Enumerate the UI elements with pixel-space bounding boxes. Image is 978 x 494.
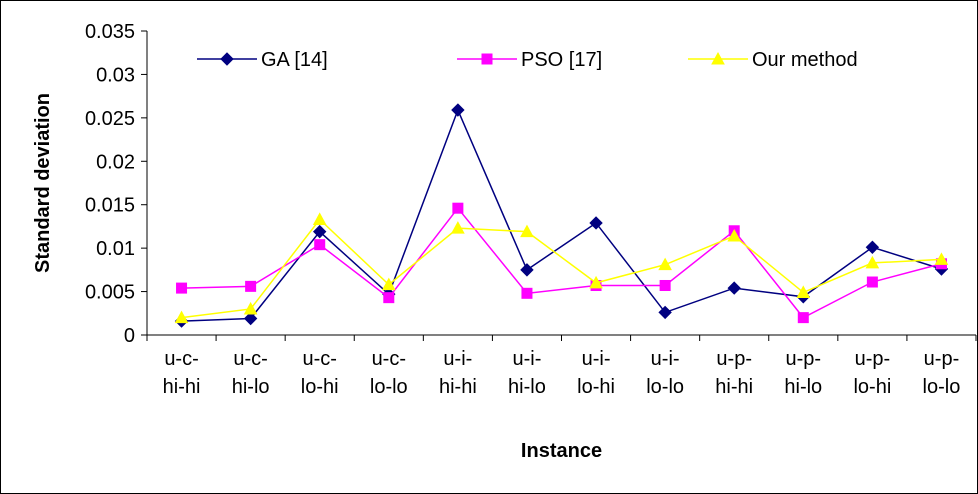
data-point <box>312 212 327 225</box>
data-point <box>658 257 672 271</box>
data-point <box>243 311 258 326</box>
y-tick-label: 0.02 <box>96 151 135 173</box>
data-point <box>727 281 741 295</box>
data-point <box>865 240 880 254</box>
y-axis-title: Standard deviation <box>32 93 54 273</box>
series-line <box>181 206 942 319</box>
data-point <box>452 202 464 214</box>
y-tick-label: 0.025 <box>85 108 135 130</box>
data-point <box>313 224 327 239</box>
y-axis-ticks: 0 0.005 0.01 0.015 0.02 0.025 0.03 0.035 <box>85 21 147 347</box>
data-point <box>796 285 811 298</box>
y-tick-label: 0.01 <box>96 238 135 260</box>
series-0 <box>174 103 949 328</box>
y-tick-label: 0.015 <box>85 195 135 217</box>
legend-marker <box>711 51 725 65</box>
y-tick-label: 0.005 <box>85 282 135 304</box>
x-tick-label: u-i-hi-lo <box>508 348 546 398</box>
series-layer <box>174 103 949 328</box>
legend-label: PSO [17] <box>521 49 602 71</box>
data-point <box>521 287 533 299</box>
series-2 <box>174 212 949 324</box>
x-tick-label: u-c-lo-hi <box>301 348 339 398</box>
data-point <box>866 276 878 288</box>
data-point <box>658 305 672 320</box>
data-point <box>176 282 188 294</box>
x-tick-label: u-i-hi-hi <box>439 348 477 398</box>
data-point <box>589 275 603 289</box>
x-tick-label: u-p-lo-hi <box>853 348 891 398</box>
legend-label: GA [14] <box>261 49 328 71</box>
data-point <box>659 279 671 291</box>
data-point <box>381 277 396 291</box>
data-point <box>520 263 534 277</box>
x-tick-label: u-c-lo-lo <box>370 348 408 398</box>
legend-label: Our method <box>752 49 858 71</box>
data-point <box>865 255 880 269</box>
y-tick-label: 0.035 <box>85 21 135 43</box>
legend-marker <box>481 53 493 65</box>
x-tick-label: u-c-hi-hi <box>163 348 201 398</box>
x-axis-title: Instance <box>521 440 602 462</box>
data-point <box>383 292 395 304</box>
legend-item: GA [14] <box>197 49 328 71</box>
x-tick-label: u-i-lo-hi <box>577 348 615 398</box>
legend: GA [14] PSO [17] Our method <box>197 49 858 71</box>
data-point <box>174 310 189 324</box>
x-tick-label: u-p-lo-lo <box>923 348 961 398</box>
legend-item: Our method <box>688 49 858 71</box>
x-tick-label: u-i-lo-lo <box>646 348 684 398</box>
legend-item: PSO [17] <box>457 49 602 71</box>
data-point <box>520 224 534 238</box>
y-tick-label: 0.03 <box>96 64 135 86</box>
data-point <box>243 301 258 315</box>
x-tick-label: u-p-hi-lo <box>784 348 822 398</box>
data-point <box>451 103 465 117</box>
y-tick-label: 0 <box>124 325 135 347</box>
data-point <box>451 221 465 234</box>
data-point <box>589 216 603 230</box>
x-tick-label: u-c-hi-lo <box>232 348 270 398</box>
x-tick-label: u-p-hi-hi <box>715 348 753 398</box>
legend-marker <box>220 52 234 66</box>
series-line <box>181 218 942 319</box>
x-axis-ticks: u-c-hi-hi u-c-hi-lo u-c-lo-hi u-c-lo-lo u-i-… <box>146 335 977 398</box>
data-point <box>245 280 257 292</box>
data-point <box>727 228 742 242</box>
data-point <box>314 239 326 251</box>
series-line <box>181 108 942 322</box>
data-point <box>934 252 949 265</box>
series-1 <box>176 202 947 324</box>
data-point <box>797 312 809 324</box>
